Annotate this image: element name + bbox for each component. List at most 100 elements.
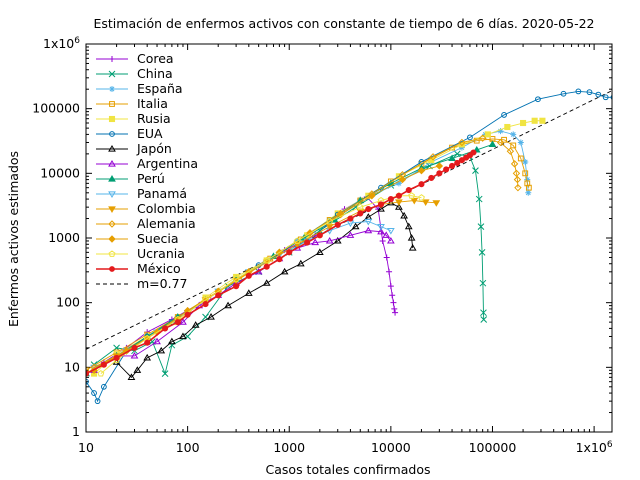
data-point: [408, 244, 417, 251]
marker-shape: [478, 248, 486, 256]
data-point: [525, 184, 532, 191]
data-point: [315, 248, 324, 255]
marker-shape: [586, 89, 593, 96]
marker-shape: [443, 166, 450, 173]
data-point: [161, 370, 169, 377]
marker-shape: [108, 70, 116, 78]
marker-shape: [86, 367, 89, 374]
marker-shape: [133, 366, 142, 373]
y-tick-label: 10000: [40, 165, 80, 180]
y-tick-label: 10: [64, 359, 80, 374]
marker-shape: [191, 321, 200, 328]
data-point: [382, 231, 391, 238]
data-point: [326, 217, 334, 225]
y-tick-label: 100: [56, 295, 80, 310]
legend-marker: [109, 101, 115, 107]
marker-shape: [364, 218, 373, 226]
data-point: [479, 279, 487, 287]
marker-shape: [325, 224, 334, 231]
data-point: [395, 203, 403, 210]
legend-label: Italia: [137, 96, 168, 111]
chart-title: Estimación de enfermos activos con const…: [94, 16, 595, 31]
marker-shape: [202, 301, 209, 308]
marker-shape: [418, 194, 425, 201]
data-point: [496, 138, 505, 147]
marker-shape: [368, 192, 376, 200]
data-point: [100, 361, 107, 368]
data-point: [133, 366, 142, 373]
marker-shape: [525, 184, 532, 191]
marker-shape: [262, 279, 271, 286]
data-point: [560, 90, 567, 97]
data-point: [244, 289, 253, 296]
data-point: [293, 237, 301, 244]
data-point: [191, 321, 200, 328]
marker-shape: [316, 232, 323, 239]
x-tick-label: 100: [176, 440, 200, 455]
data-point: [357, 210, 364, 217]
data-point: [131, 344, 138, 351]
marker-shape: [365, 206, 372, 213]
marker-shape: [144, 339, 151, 346]
marker-shape: [109, 101, 115, 107]
marker-shape: [525, 189, 532, 196]
marker-shape: [347, 215, 354, 222]
x-tick-label: 10: [78, 440, 94, 455]
legend-item: m=0.77: [96, 276, 187, 291]
marker-shape: [108, 160, 116, 167]
data-point: [398, 175, 407, 184]
data-point: [387, 283, 394, 290]
marker-shape: [510, 142, 517, 149]
data-point: [157, 346, 166, 354]
marker-shape: [478, 134, 487, 142]
data-point: [458, 138, 466, 147]
legend-marker: [109, 131, 115, 137]
data-point: [383, 254, 390, 261]
data-point: [428, 174, 435, 181]
data-point: [130, 351, 139, 359]
marker-shape: [479, 279, 487, 287]
data-point: [389, 292, 396, 299]
data-point: [325, 236, 334, 244]
data-point: [510, 160, 519, 168]
marker-shape: [304, 239, 311, 246]
marker-shape: [477, 223, 485, 230]
marker-shape: [296, 259, 305, 267]
data-point: [418, 194, 425, 201]
data-point: [325, 224, 334, 231]
marker-shape: [97, 369, 105, 377]
data-point: [417, 166, 426, 175]
marker-shape: [245, 272, 252, 279]
marker-shape: [232, 275, 240, 283]
marker-shape: [520, 119, 527, 127]
legend-marker: [108, 220, 116, 228]
marker-shape: [391, 305, 398, 312]
marker-shape: [108, 220, 116, 228]
data-point: [510, 131, 517, 138]
data-point: [263, 263, 270, 270]
data-point: [162, 325, 169, 332]
data-point: [286, 249, 293, 256]
y-tick-label: 1000: [48, 230, 80, 245]
data-point: [443, 166, 450, 173]
marker-shape: [109, 86, 115, 92]
data-point: [395, 192, 402, 199]
data-point: [432, 200, 441, 207]
legend-label: Panamá: [137, 186, 187, 201]
data-point: [514, 183, 522, 192]
data-point: [478, 134, 487, 142]
legend-marker: [108, 145, 116, 152]
marker-shape: [506, 147, 515, 155]
data-point: [478, 248, 486, 256]
data-point: [377, 201, 385, 208]
data-point: [421, 199, 430, 207]
plot-frame: [85, 43, 613, 433]
x-tick-label: 1x106: [576, 440, 613, 455]
data-point: [179, 318, 187, 325]
marker-shape: [179, 318, 187, 325]
marker-shape: [233, 283, 240, 290]
data-point: [280, 267, 289, 275]
data-point: [262, 279, 271, 286]
marker-shape: [517, 155, 524, 162]
marker-shape: [207, 313, 215, 320]
